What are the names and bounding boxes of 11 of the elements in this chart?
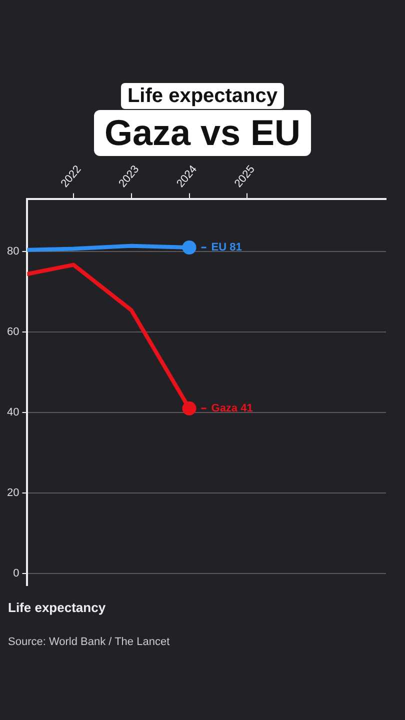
text: Life expectancy bbox=[8, 600, 106, 615]
y-tick-label: 40 bbox=[6, 406, 20, 418]
chart-subtitle: Gaza vs EU bbox=[94, 110, 311, 156]
text: EU 81 bbox=[211, 242, 242, 254]
y-tick-label: 60 bbox=[6, 326, 20, 338]
text: Gaza 41 bbox=[211, 402, 253, 414]
y-tick-label: 0 bbox=[13, 567, 20, 580]
y-tick-label: 80 bbox=[6, 246, 20, 258]
source-note: Source: World Bank / The Lancet bbox=[8, 636, 170, 648]
chart-title: Life expectancy bbox=[121, 83, 284, 109]
y-tick-label: 20 bbox=[6, 486, 20, 499]
